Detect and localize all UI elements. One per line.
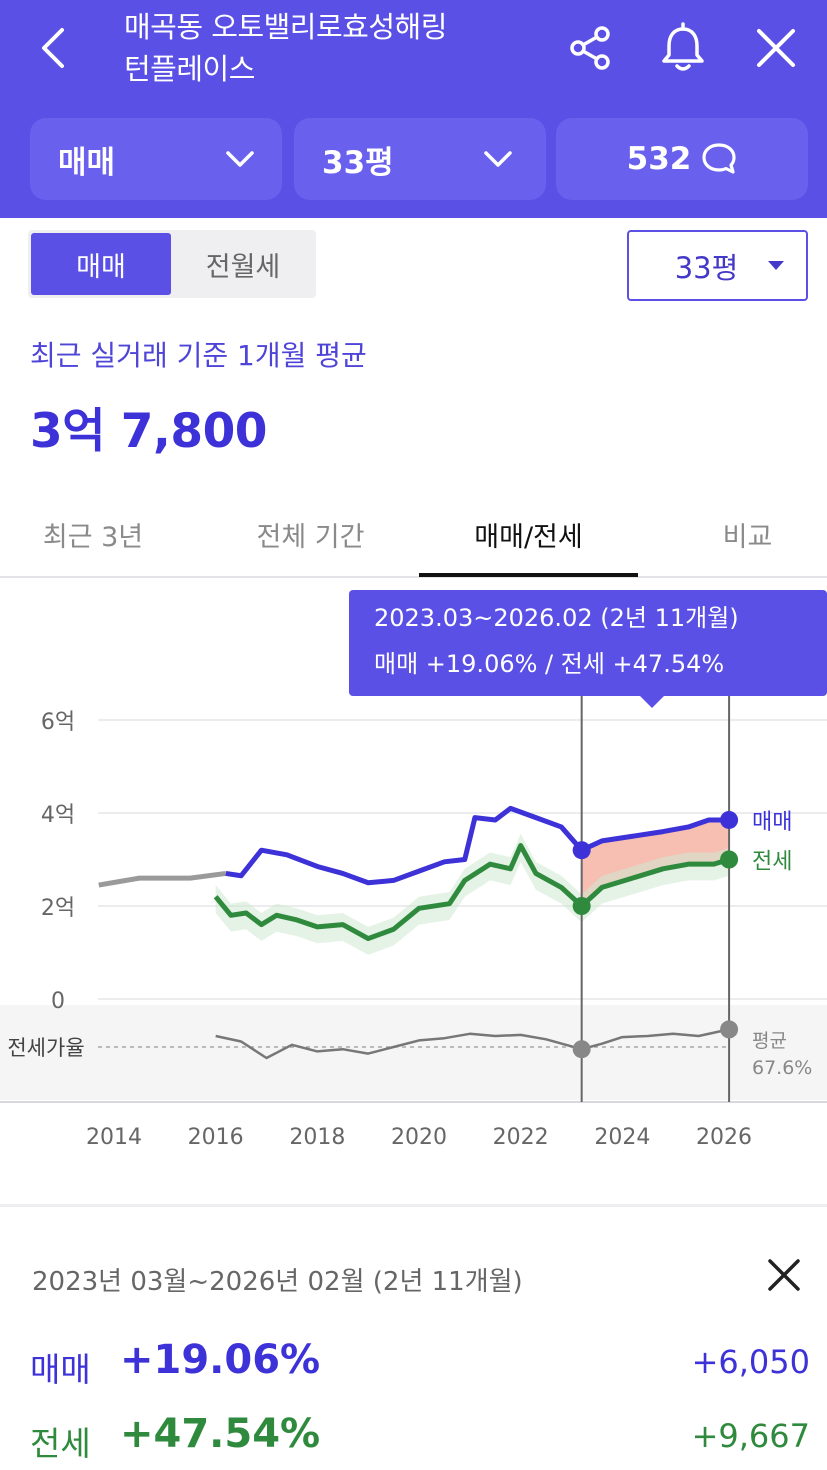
jeonse-change-row: 전세 +47.54% +9,667 <box>30 1411 810 1470</box>
price-chart[interactable]: 6억 4억 2억 0 전세가율 2014 2016 2018 2020 2022 2024 2026 매… <box>0 580 827 1200</box>
ratio-series-label: 평균 <box>752 1030 787 1052</box>
deal-type-dropdown[interactable]: 매매 <box>30 118 282 200</box>
summary-label: 최근 실거래 기준 1개월 평균 <box>30 339 367 372</box>
ratio-axis-label: 전세가율 <box>7 1036 84 1060</box>
y-tick-label: 0 <box>51 989 65 1014</box>
alarm-button[interactable] <box>655 18 711 78</box>
deal-type-label: 매매 <box>58 144 116 181</box>
ratio-series-line <box>215 1028 730 1060</box>
y-tick-label: 2억 <box>41 896 75 921</box>
page-title: 매곡동 오토밸리로효성해링 턴플레이스 <box>124 6 544 90</box>
share-button[interactable] <box>562 18 618 78</box>
size-select-value: 33평 <box>674 250 739 285</box>
comment-count: 532 <box>626 141 692 177</box>
average-price: 3억 7,800 <box>30 404 267 459</box>
close-page-button[interactable] <box>748 18 804 78</box>
sale-end-marker <box>720 810 739 829</box>
sale-series-early-line <box>98 870 227 888</box>
bell-icon <box>662 22 704 71</box>
tooltip-pointer <box>640 696 664 708</box>
comments-button[interactable]: 532 <box>556 118 808 200</box>
jeonse-amount: +9,667 <box>691 1417 810 1455</box>
size-label: 33평 <box>322 144 394 181</box>
sale-start-marker <box>572 841 591 860</box>
selected-range: 2023년 03월~2026년 02월 (2년 11개월) <box>32 1267 523 1297</box>
app-header: 매곡동 오토밸리로효성해링 턴플레이스 매매 33평 532 <box>0 0 827 218</box>
sale-amount: +6,050 <box>691 1343 810 1381</box>
active-tab-indicator <box>419 573 638 577</box>
jeonse-series-label: 전세 <box>752 850 792 875</box>
comment-icon <box>702 143 736 174</box>
x-tick-label: 2018 <box>289 1125 345 1150</box>
size-dropdown[interactable]: 33평 <box>294 118 546 200</box>
tooltip-change: 매매 +19.06% / 전세 +47.54% <box>374 650 724 678</box>
x-tick-label: 2020 <box>391 1125 447 1150</box>
chevron-left-icon <box>42 28 64 68</box>
share-icon <box>570 26 610 70</box>
x-tick-label: 2024 <box>594 1125 650 1150</box>
jeonse-end-marker <box>720 850 739 869</box>
tab-sale-jeonse[interactable]: 매매/전세 <box>474 521 583 553</box>
y-tick-label: 4억 <box>41 803 75 828</box>
ratio-band <box>0 1005 827 1100</box>
close-icon <box>757 29 795 67</box>
x-tick-label: 2014 <box>86 1125 142 1150</box>
jeonse-percent: +47.54% <box>120 1411 321 1457</box>
ratio-end-marker <box>720 1020 739 1039</box>
y-tick-label: 6억 <box>41 710 75 735</box>
sale-series-line <box>225 805 730 886</box>
size-select[interactable]: 33평 <box>627 230 808 301</box>
x-tick-label: 2026 <box>696 1125 752 1150</box>
title-line-2: 턴플레이스 <box>124 52 255 86</box>
title-line-1: 매곡동 오토밸리로효성해링 <box>124 10 447 44</box>
divider <box>0 1204 827 1207</box>
chevron-down-icon <box>478 139 518 179</box>
deal-toggle: 매매 전월세 <box>28 230 316 298</box>
ratio-value-label: 67.6% <box>752 1057 812 1079</box>
close-detail-button[interactable] <box>760 1250 808 1300</box>
sale-name: 매매 <box>30 1350 91 1389</box>
jeonse-name: 전세 <box>30 1424 91 1463</box>
toggle-rent-button[interactable]: 전월세 <box>205 251 281 283</box>
jeonse-start-marker <box>572 897 591 915</box>
x-tick-label: 2022 <box>493 1125 549 1150</box>
sale-percent: +19.06% <box>120 1337 321 1383</box>
tab-recent-3y[interactable]: 최근 3년 <box>42 521 144 553</box>
chevron-down-icon <box>220 139 260 179</box>
x-tick-label: 2016 <box>188 1125 244 1150</box>
period-tabs: 최근 3년 전체 기간 매매/전세 비교 <box>0 490 827 578</box>
jeonse-series-line <box>213 843 730 942</box>
tab-compare[interactable]: 비교 <box>722 521 773 553</box>
tooltip-box <box>349 590 827 696</box>
caret-down-icon <box>768 261 784 270</box>
back-button[interactable] <box>28 20 78 76</box>
ratio-start-marker <box>572 1040 591 1059</box>
tab-all-period[interactable]: 전체 기간 <box>256 521 365 553</box>
close-icon <box>768 1259 800 1291</box>
tooltip-range: 2023.03~2026.02 (2년 11개월) <box>374 604 739 632</box>
sale-series-label: 매매 <box>752 810 792 835</box>
toggle-sale-button[interactable]: 매매 <box>31 233 171 295</box>
sale-change-row: 매매 +19.06% +6,050 <box>30 1337 810 1397</box>
